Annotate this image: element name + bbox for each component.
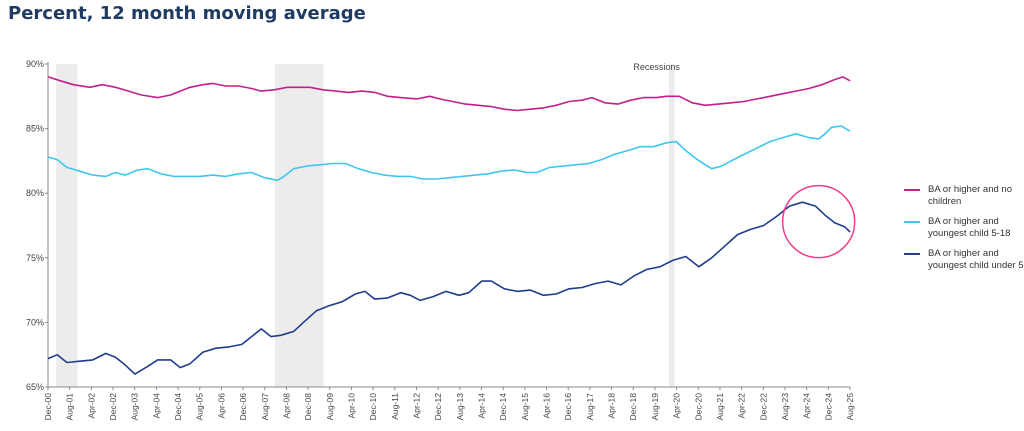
legend-label-child-under-5: BA or higher and youngest child under 5 [928, 248, 1024, 271]
recession-band-2 [668, 64, 675, 387]
legend-item-no-children: BA or higher and no children [900, 184, 1024, 208]
x-tick-label: Apr-10 [346, 393, 356, 419]
legend-item-child-under-5: BA or higher and youngest child under 5 [900, 248, 1024, 272]
x-tick-label: Aug-15 [520, 393, 530, 421]
x-tick-label: Apr-06 [216, 393, 226, 419]
x-tick-label: Aug-11 [390, 393, 400, 420]
recession-label: Recessions [633, 62, 680, 72]
x-tick-label: Apr-22 [737, 393, 747, 419]
legend: BA or higher and no children BA or highe… [900, 184, 1024, 280]
legend-swatch-no-children [904, 189, 920, 191]
x-tick-label: Dec-08 [303, 393, 313, 421]
x-tick-label: Apr-20 [672, 393, 682, 419]
recession-band-1 [274, 64, 324, 387]
x-tick-label: Dec-22 [758, 393, 768, 421]
y-tick-label: 75% [26, 253, 44, 263]
series-line-child-under-5 [47, 201, 851, 375]
y-tick-label: 90% [26, 59, 44, 69]
x-tick-label: Aug-23 [780, 393, 790, 421]
x-tick-label: Dec-20 [693, 393, 703, 421]
x-tick-label: Aug-17 [585, 393, 595, 421]
x-tick-label: Dec-04 [173, 393, 183, 421]
x-tick-label: Apr-12 [411, 393, 421, 419]
chart-title: Percent, 12 month moving average [8, 3, 366, 24]
legend-label-no-children: BA or higher and no children [928, 184, 1012, 207]
y-tick-label: 85% [26, 124, 44, 134]
x-tick-label: Dec-02 [108, 393, 118, 421]
y-tick-label: 70% [26, 317, 44, 327]
x-tick-label: Aug-25 [845, 393, 855, 421]
x-tick-label: Aug-05 [195, 393, 205, 421]
x-tick-label: Apr-04 [151, 393, 161, 419]
x-tick-label: Aug-03 [130, 393, 140, 421]
x-tick-label: Aug-07 [260, 393, 270, 421]
x-tick-label: Dec-12 [433, 393, 443, 421]
series-line-no-children [47, 76, 851, 112]
x-tick-label: Apr-24 [802, 393, 812, 419]
x-tick-label: Aug-13 [455, 393, 465, 421]
highlight-circle [781, 184, 856, 259]
legend-item-child-5-18: BA or higher and youngest child 5-18 [900, 216, 1024, 240]
x-tick-label: Dec-16 [563, 393, 573, 421]
y-tick-label: 80% [26, 188, 44, 198]
x-tick-label: Aug-19 [650, 393, 660, 421]
series-line-child-5-18 [47, 125, 851, 182]
recession-band-0 [56, 64, 78, 387]
x-tick-label: Dec-10 [368, 393, 378, 421]
legend-label-child-5-18: BA or higher and youngest child 5-18 [928, 216, 1011, 239]
x-tick-label: Dec-18 [628, 393, 638, 421]
legend-swatch-child-5-18 [904, 221, 920, 223]
y-tick-label: 65% [26, 382, 44, 392]
x-tick-label: Aug-09 [325, 393, 335, 421]
x-tick-label: Apr-02 [86, 393, 96, 419]
x-tick-label: Apr-14 [477, 393, 487, 419]
x-tick-label: Aug-01 [65, 393, 75, 421]
x-tick-label: Dec-06 [238, 393, 248, 421]
x-tick-label: Dec-00 [43, 393, 53, 421]
x-tick-label: Apr-08 [281, 393, 291, 419]
legend-swatch-child-under-5 [904, 253, 920, 255]
x-tick-label: Apr-18 [607, 393, 617, 419]
x-tick-label: Dec-14 [498, 393, 508, 421]
x-tick-label: Dec-24 [823, 393, 833, 421]
x-tick-label: Aug-21 [715, 393, 725, 421]
x-tick-label: Apr-16 [542, 393, 552, 419]
